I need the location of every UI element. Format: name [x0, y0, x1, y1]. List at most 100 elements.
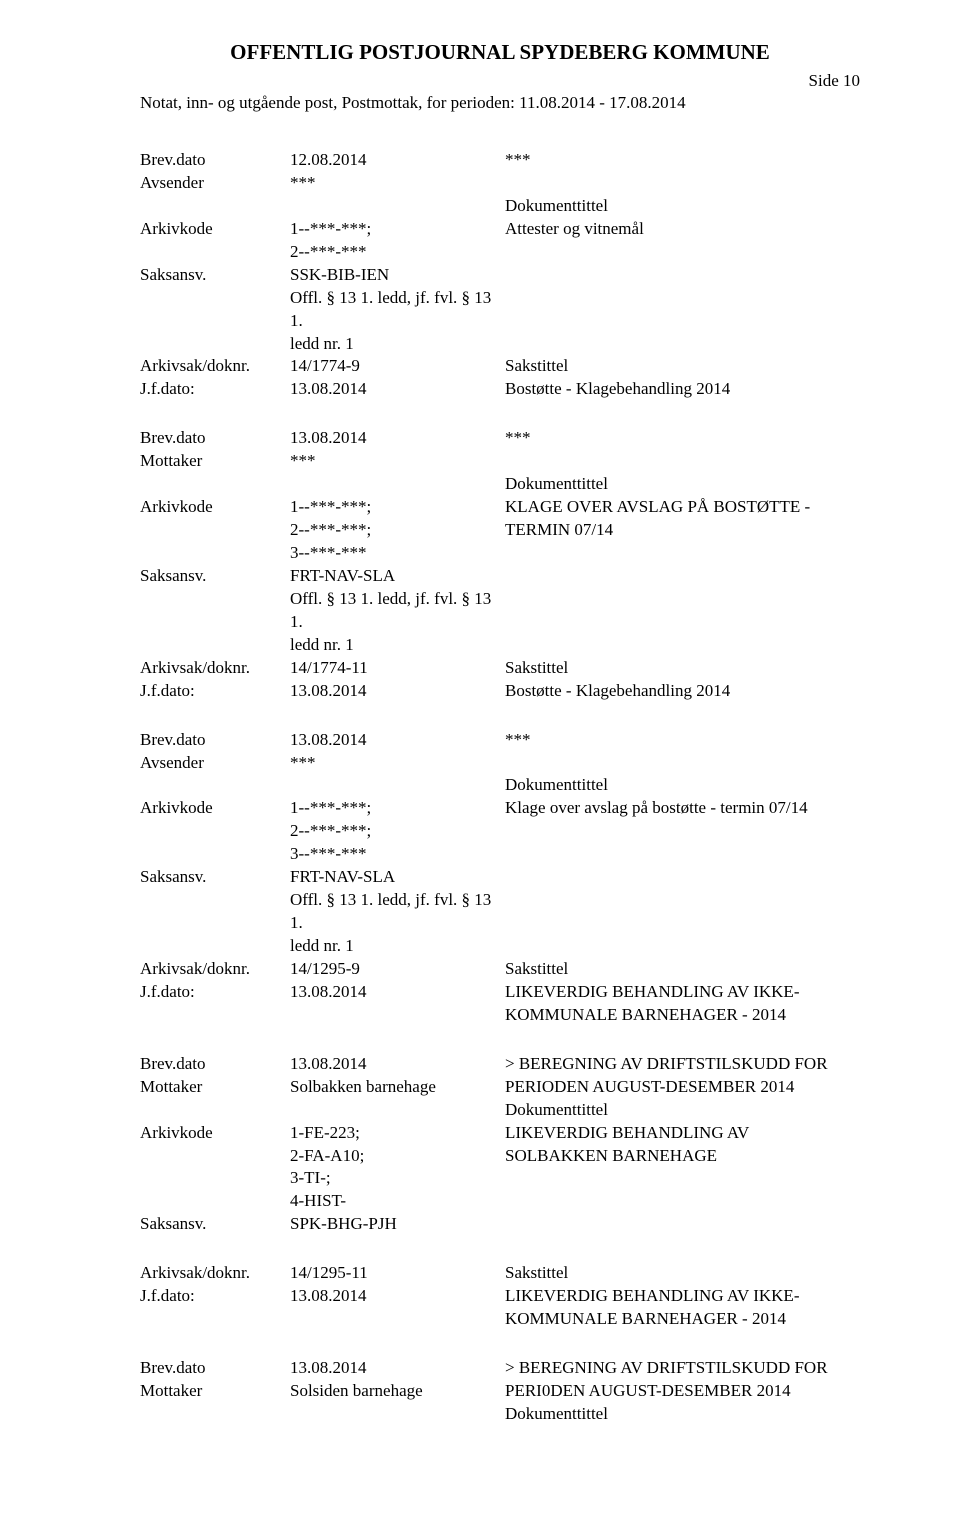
jfdato-value: 13.08.2014	[290, 378, 505, 401]
arkivsak-title: Sakstittel	[505, 1262, 860, 1285]
document-page: OFFENTLIG POSTJOURNAL SPYDEBERG KOMMUNE …	[0, 0, 960, 1538]
jfdato-label: J.f.dato:	[140, 680, 290, 703]
saksansv-value-3: ledd nr. 1	[290, 935, 505, 958]
saksansv-value: SPK-BHG-PJH	[290, 1213, 505, 1236]
jfdato-label: J.f.dato:	[140, 378, 290, 401]
brevdato-extra: ***	[505, 729, 860, 752]
arkivsak-value: 14/1774-9	[290, 355, 505, 378]
brevdato-extra-2: PERI0DEN AUGUST-DESEMBER 2014	[505, 1380, 860, 1403]
party-label: Mottaker	[140, 450, 290, 473]
jfdato-title-2: KOMMUNALE BARNEHAGER - 2014	[505, 1004, 860, 1027]
jfdato-value: 13.08.2014	[290, 1285, 505, 1308]
journal-entry: Brev.dato 13.08.2014 *** Mottaker *** Do…	[140, 427, 860, 702]
page-subheader: Notat, inn- og utgående post, Postmottak…	[140, 93, 860, 113]
jfdato-label: J.f.dato:	[140, 1285, 290, 1308]
saksansv-value-2: Offl. § 13 1. ledd, jf. fvl. § 13 1.	[290, 287, 505, 333]
brevdato-extra-2: PERIODEN AUGUST-DESEMBER 2014	[505, 1076, 860, 1099]
arkivkode-title: Klage over avslag på bostøtte - termin 0…	[505, 797, 860, 820]
saksansv-value-3: ledd nr. 1	[290, 634, 505, 657]
saksansv-label: Saksansv.	[140, 1213, 290, 1236]
jfdato-value: 13.08.2014	[290, 981, 505, 1004]
brevdato-value: 13.08.2014	[290, 1053, 505, 1076]
brevdato-label: Brev.dato	[140, 427, 290, 450]
journal-entry: Brev.dato 13.08.2014 > BEREGNING AV DRIF…	[140, 1357, 860, 1426]
saksansv-label: Saksansv.	[140, 264, 290, 287]
party-value: Solbakken barnehage	[290, 1076, 505, 1099]
saksansv-value-2: Offl. § 13 1. ledd, jf. fvl. § 13 1.	[290, 588, 505, 634]
dokumenttittel-label: Dokumenttittel	[505, 1403, 860, 1426]
arkivsak-title: Sakstittel	[505, 355, 860, 378]
arkivsak-value: 14/1295-9	[290, 958, 505, 981]
arkivkode-value-3: 3-TI-;	[290, 1167, 505, 1190]
arkivkode-value-2: 2--***-***	[290, 241, 505, 264]
arkivkode-value-2: 2-FA-A10;	[290, 1145, 505, 1168]
arkivsak-value: 14/1295-11	[290, 1262, 505, 1285]
jfdato-title-2: KOMMUNALE BARNEHAGER - 2014	[505, 1308, 860, 1331]
arkivsak-title: Sakstittel	[505, 657, 860, 680]
journal-entry: Brev.dato 13.08.2014 > BEREGNING AV DRIF…	[140, 1053, 860, 1237]
arkivkode-value: 1-FE-223;	[290, 1122, 505, 1145]
arkivkode-label: Arkivkode	[140, 218, 290, 241]
journal-entry: Brev.dato 12.08.2014 *** Avsender *** Do…	[140, 149, 860, 401]
arkivkode-label: Arkivkode	[140, 797, 290, 820]
brevdato-value: 13.08.2014	[290, 729, 505, 752]
jfdato-label: J.f.dato:	[140, 981, 290, 1004]
arkivsak-label: Arkivsak/doknr.	[140, 657, 290, 680]
arkivkode-label: Arkivkode	[140, 1122, 290, 1145]
page-number: Side 10	[140, 71, 860, 91]
brevdato-label: Brev.dato	[140, 729, 290, 752]
saksansv-value: SSK-BIB-IEN	[290, 264, 505, 287]
party-value: ***	[290, 450, 505, 473]
brevdato-extra: ***	[505, 427, 860, 450]
arkivsak-label: Arkivsak/doknr.	[140, 958, 290, 981]
brevdato-label: Brev.dato	[140, 1357, 290, 1380]
brevdato-value: 13.08.2014	[290, 427, 505, 450]
brevdato-extra: > BEREGNING AV DRIFTSTILSKUDD FOR	[505, 1053, 860, 1076]
party-label: Avsender	[140, 172, 290, 195]
brevdato-extra: > BEREGNING AV DRIFTSTILSKUDD FOR	[505, 1357, 860, 1380]
party-value: Solsiden barnehage	[290, 1380, 505, 1403]
journal-entry: Brev.dato 13.08.2014 *** Avsender *** Do…	[140, 729, 860, 1027]
brevdato-label: Brev.dato	[140, 1053, 290, 1076]
brevdato-label: Brev.dato	[140, 149, 290, 172]
arkivkode-title-2: TERMIN 07/14	[505, 519, 860, 542]
arkivkode-value-2: 2--***-***;	[290, 519, 505, 542]
dokumenttittel-label: Dokumenttittel	[505, 774, 860, 797]
jfdato-value: 13.08.2014	[290, 680, 505, 703]
arkivkode-value-2: 2--***-***;	[290, 820, 505, 843]
saksansv-label: Saksansv.	[140, 565, 290, 588]
arkivkode-value: 1--***-***;	[290, 496, 505, 519]
arkivkode-title: Attester og vitnemål	[505, 218, 860, 241]
arkivkode-title-2: SOLBAKKEN BARNEHAGE	[505, 1145, 860, 1168]
jfdato-title: Bostøtte - Klagebehandling 2014	[505, 378, 860, 401]
arkivkode-title: LIKEVERDIG BEHANDLING AV	[505, 1122, 860, 1145]
party-label: Mottaker	[140, 1380, 290, 1403]
arkivkode-value-4: 4-HIST-	[290, 1190, 505, 1213]
saksansv-label: Saksansv.	[140, 866, 290, 889]
saksansv-value-2: Offl. § 13 1. ledd, jf. fvl. § 13 1.	[290, 889, 505, 935]
arkivsak-label: Arkivsak/doknr.	[140, 1262, 290, 1285]
party-label: Avsender	[140, 752, 290, 775]
dokumenttittel-label: Dokumenttittel	[505, 195, 860, 218]
party-label: Mottaker	[140, 1076, 290, 1099]
arkivkode-label: Arkivkode	[140, 496, 290, 519]
page-title: OFFENTLIG POSTJOURNAL SPYDEBERG KOMMUNE	[140, 40, 860, 65]
arkivkode-value-3: 3--***-***	[290, 542, 505, 565]
party-value: ***	[290, 752, 505, 775]
brevdato-value: 12.08.2014	[290, 149, 505, 172]
saksansv-value: FRT-NAV-SLA	[290, 866, 505, 889]
saksansv-value-3: ledd nr. 1	[290, 333, 505, 356]
jfdato-title: LIKEVERDIG BEHANDLING AV IKKE-	[505, 981, 860, 1004]
jfdato-title: Bostøtte - Klagebehandling 2014	[505, 680, 860, 703]
jfdato-title: LIKEVERDIG BEHANDLING AV IKKE-	[505, 1285, 860, 1308]
party-value: ***	[290, 172, 505, 195]
arkivsak-label: Arkivsak/doknr.	[140, 355, 290, 378]
arkivkode-value: 1--***-***;	[290, 797, 505, 820]
arkivkode-value-3: 3--***-***	[290, 843, 505, 866]
dokumenttittel-label: Dokumenttittel	[505, 1099, 860, 1122]
dokumenttittel-label: Dokumenttittel	[505, 473, 860, 496]
arkivsak-value: 14/1774-11	[290, 657, 505, 680]
journal-entry: Arkivsak/doknr. 14/1295-11 Sakstittel J.…	[140, 1262, 860, 1331]
arkivkode-title: KLAGE OVER AVSLAG PÅ BOSTØTTE -	[505, 496, 860, 519]
arkivkode-value: 1--***-***;	[290, 218, 505, 241]
